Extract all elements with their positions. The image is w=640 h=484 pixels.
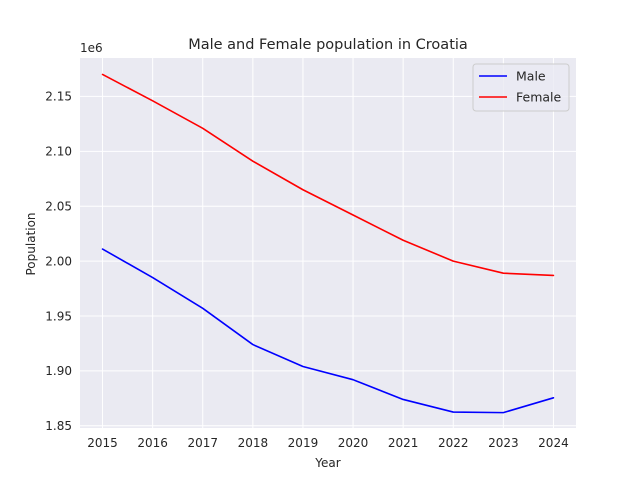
y-tick-label: 1.85 (45, 419, 72, 433)
x-tick-label: 2024 (538, 436, 569, 450)
legend: Male Female (472, 63, 570, 112)
series-lines (101, 73, 555, 414)
grid-lines (80, 58, 576, 428)
y-axis-label: Population (24, 212, 38, 275)
plot-background (80, 58, 576, 428)
legend-label-male: Male (516, 69, 546, 84)
series-line-male (101, 248, 555, 414)
y-tick-label: 2.05 (45, 200, 72, 214)
y-axis-offset-label: 1e6 (80, 41, 103, 55)
x-tick-label: 2020 (338, 436, 369, 450)
y-tick-label: 2.10 (45, 145, 72, 159)
x-axis-label: Year (314, 456, 340, 470)
chart-title: Male and Female population in Croatia (188, 37, 468, 53)
x-tick-label: 2018 (238, 436, 269, 450)
x-tick-label: 2022 (438, 436, 469, 450)
y-tick-label: 2.15 (45, 90, 72, 104)
x-tick-label: 2023 (488, 436, 519, 450)
x-tick-label: 2016 (137, 436, 168, 450)
axis-ticks: 2015 2016 2017 2018 2019 2020 2021 2022 2023 2024… (45, 90, 568, 450)
legend-label-female: Female (516, 90, 562, 105)
series-line-female (101, 73, 555, 277)
x-tick-label: 2017 (187, 436, 218, 450)
x-tick-label: 2019 (288, 436, 319, 450)
y-tick-label: 1.95 (45, 309, 72, 323)
x-tick-label: 2021 (388, 436, 419, 450)
x-tick-label: 2015 (87, 436, 118, 450)
y-tick-label: 2.00 (45, 254, 72, 268)
y-tick-label: 1.90 (45, 364, 72, 378)
